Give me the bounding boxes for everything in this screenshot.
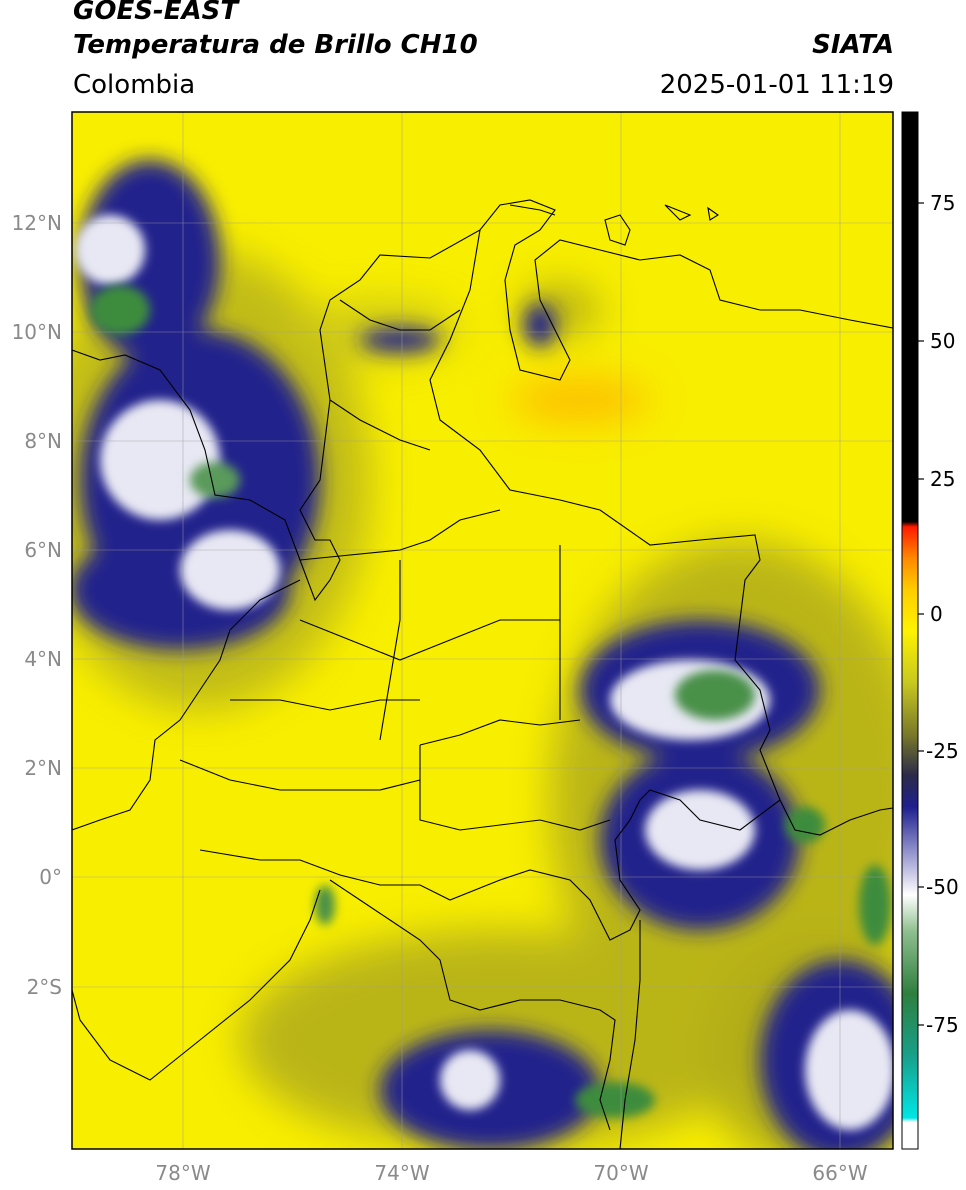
colorbar-tick-25: 25 xyxy=(930,467,955,491)
lat-label-10n: 10°N xyxy=(12,320,62,344)
political-borders xyxy=(72,199,893,1149)
datetime-label: 2025-01-01 11:19 xyxy=(659,70,894,100)
lon-label-66w: 66°W xyxy=(812,1161,867,1185)
lon-label-70w: 70°W xyxy=(593,1161,648,1185)
lat-label-2s: 2°S xyxy=(27,975,62,999)
region-label: Colombia xyxy=(73,70,196,100)
map-frame xyxy=(71,111,894,1150)
map-gridlines xyxy=(72,112,893,1149)
colorbar-tick-neg50: -50 xyxy=(926,875,959,899)
colorbar-tick-0: 0 xyxy=(930,602,943,626)
colorbar-tick-neg25: -25 xyxy=(926,739,959,763)
lat-label-12n: 12°N xyxy=(12,211,62,235)
lat-label-4n: 4°N xyxy=(24,647,62,671)
lon-label-74w: 74°W xyxy=(374,1161,429,1185)
colorbar: 75 50 25 0 -25 -50 -75 xyxy=(901,111,959,1150)
lat-label-6n: 6°N xyxy=(24,538,62,562)
lat-label-2n: 2°N xyxy=(24,756,62,780)
lat-label-8n: 8°N xyxy=(24,429,62,453)
colorbar-tick-75: 75 xyxy=(930,191,955,215)
lat-label-0: 0° xyxy=(39,865,62,889)
product-title: Temperatura de Brillo CH10 xyxy=(73,30,478,60)
lon-label-78w: 78°W xyxy=(155,1161,210,1185)
colorbar-gradient xyxy=(902,112,918,1149)
latitude-labels: 12°N 10°N 8°N 6°N 4°N 2°N 0° 2°S xyxy=(12,211,62,999)
colorbar-tick-neg75: -75 xyxy=(926,1013,959,1037)
satellite-imagery xyxy=(72,112,893,1149)
satellite-title: GOES-EAST xyxy=(73,0,239,26)
agency-label: SIATA xyxy=(812,30,894,60)
colorbar-tick-50: 50 xyxy=(930,329,955,353)
longitude-labels: 78°W 74°W 70°W 66°W xyxy=(155,1161,867,1185)
